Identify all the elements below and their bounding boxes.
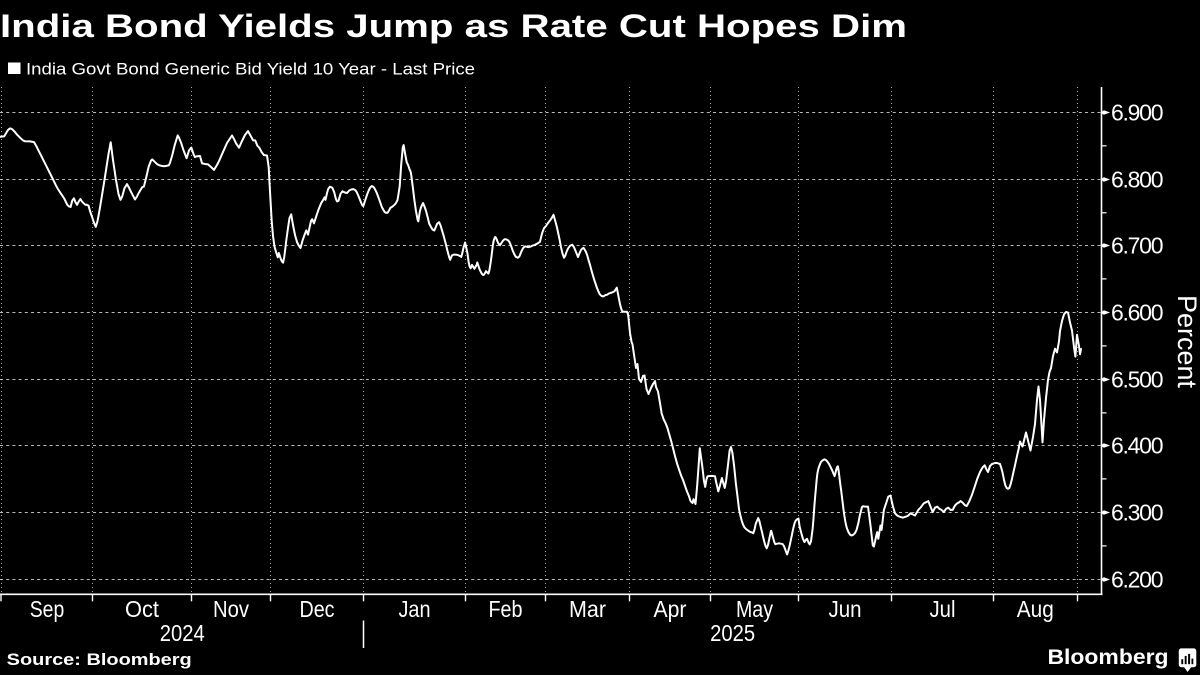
svg-text:May: May [736,596,773,622]
svg-text:Jan: Jan [399,596,431,622]
svg-text:6.800: 6.800 [1111,166,1164,192]
svg-text:6.700: 6.700 [1111,232,1164,258]
svg-text:6.500: 6.500 [1111,366,1164,392]
svg-text:6.400: 6.400 [1111,432,1164,458]
svg-text:India Govt Bond Generic Bid Yi: India Govt Bond Generic Bid Yield 10 Yea… [26,59,475,78]
svg-text:Oct: Oct [125,596,159,622]
svg-text:Jun: Jun [829,596,862,622]
svg-text:6.900: 6.900 [1111,99,1164,125]
svg-text:Feb: Feb [489,596,523,622]
svg-text:Jul: Jul [930,596,956,622]
svg-text:India Bond Yields Jump as Rate: India Bond Yields Jump as Rate Cut Hopes… [0,8,907,44]
svg-text:Mar: Mar [569,596,606,622]
svg-text:6.200: 6.200 [1111,566,1164,592]
svg-text:Dec: Dec [300,596,335,622]
svg-text:Apr: Apr [654,596,687,622]
svg-text:2025: 2025 [710,620,755,646]
svg-text:Bloomberg: Bloomberg [1048,646,1169,669]
svg-text:Percent: Percent [1172,295,1200,389]
svg-text:6.600: 6.600 [1111,299,1164,325]
svg-text:Aug: Aug [1017,596,1054,622]
svg-text:Sep: Sep [30,596,65,622]
svg-text:Nov: Nov [213,596,249,622]
svg-text:6.300: 6.300 [1111,499,1164,525]
svg-text:Source: Bloomberg: Source: Bloomberg [7,650,192,669]
svg-text:2024: 2024 [160,620,205,646]
